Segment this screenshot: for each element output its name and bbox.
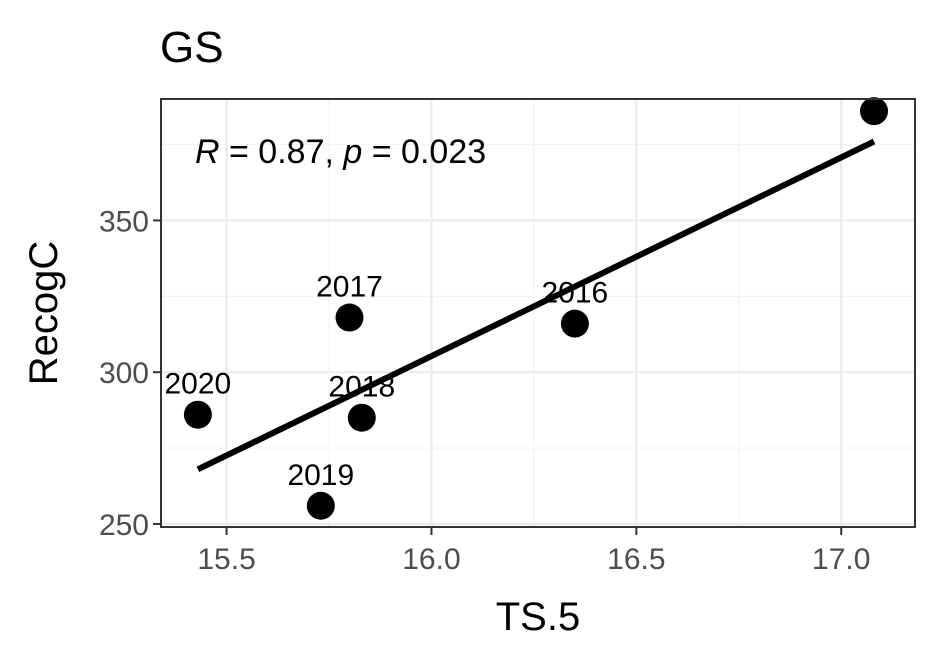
x-tick-label: 16.5 xyxy=(607,543,665,576)
p-value-text: = 0.023 xyxy=(362,133,486,171)
y-axis: 250 300 350 xyxy=(99,205,161,542)
chart-title: GS xyxy=(160,23,224,72)
data-point xyxy=(335,303,364,332)
x-tick-label: 16.0 xyxy=(402,543,460,576)
point-label: 2018 xyxy=(328,371,395,404)
data-point xyxy=(860,97,889,126)
y-tick-label: 350 xyxy=(99,205,149,238)
point-label: 2016 xyxy=(542,277,609,310)
major-gridlines xyxy=(161,99,915,527)
x-axis-title: TS.5 xyxy=(496,595,580,639)
data-points xyxy=(183,97,889,520)
data-point xyxy=(347,403,376,432)
x-tick-label: 15.5 xyxy=(197,543,255,576)
x-tick-label: 17.0 xyxy=(812,543,870,576)
minor-gridlines xyxy=(161,99,915,527)
point-label: 2020 xyxy=(165,368,232,401)
data-point xyxy=(560,309,589,338)
plot-panel: 2016 2017 2018 2019 2020 R = 0.87, p = 0.023 xyxy=(160,97,916,528)
y-tick-label: 250 xyxy=(99,509,149,542)
y-axis-title: RecogC xyxy=(22,241,66,386)
correlation-annotation: R = 0.87, p = 0.023 xyxy=(195,133,486,171)
regression-line xyxy=(196,138,876,473)
p-symbol: p xyxy=(342,133,362,171)
r-value-text: = 0.87, xyxy=(220,133,344,171)
panel-border xyxy=(160,98,916,528)
x-axis: 15.5 16.0 16.5 17.0 xyxy=(197,527,870,576)
y-tick-label: 300 xyxy=(99,357,149,390)
point-label: 2019 xyxy=(287,459,354,492)
r-symbol: R xyxy=(195,133,220,171)
data-point xyxy=(183,400,212,429)
point-labels: 2016 2017 2018 2019 2020 xyxy=(165,271,609,492)
point-label: 2017 xyxy=(316,271,383,304)
data-point xyxy=(306,491,335,520)
